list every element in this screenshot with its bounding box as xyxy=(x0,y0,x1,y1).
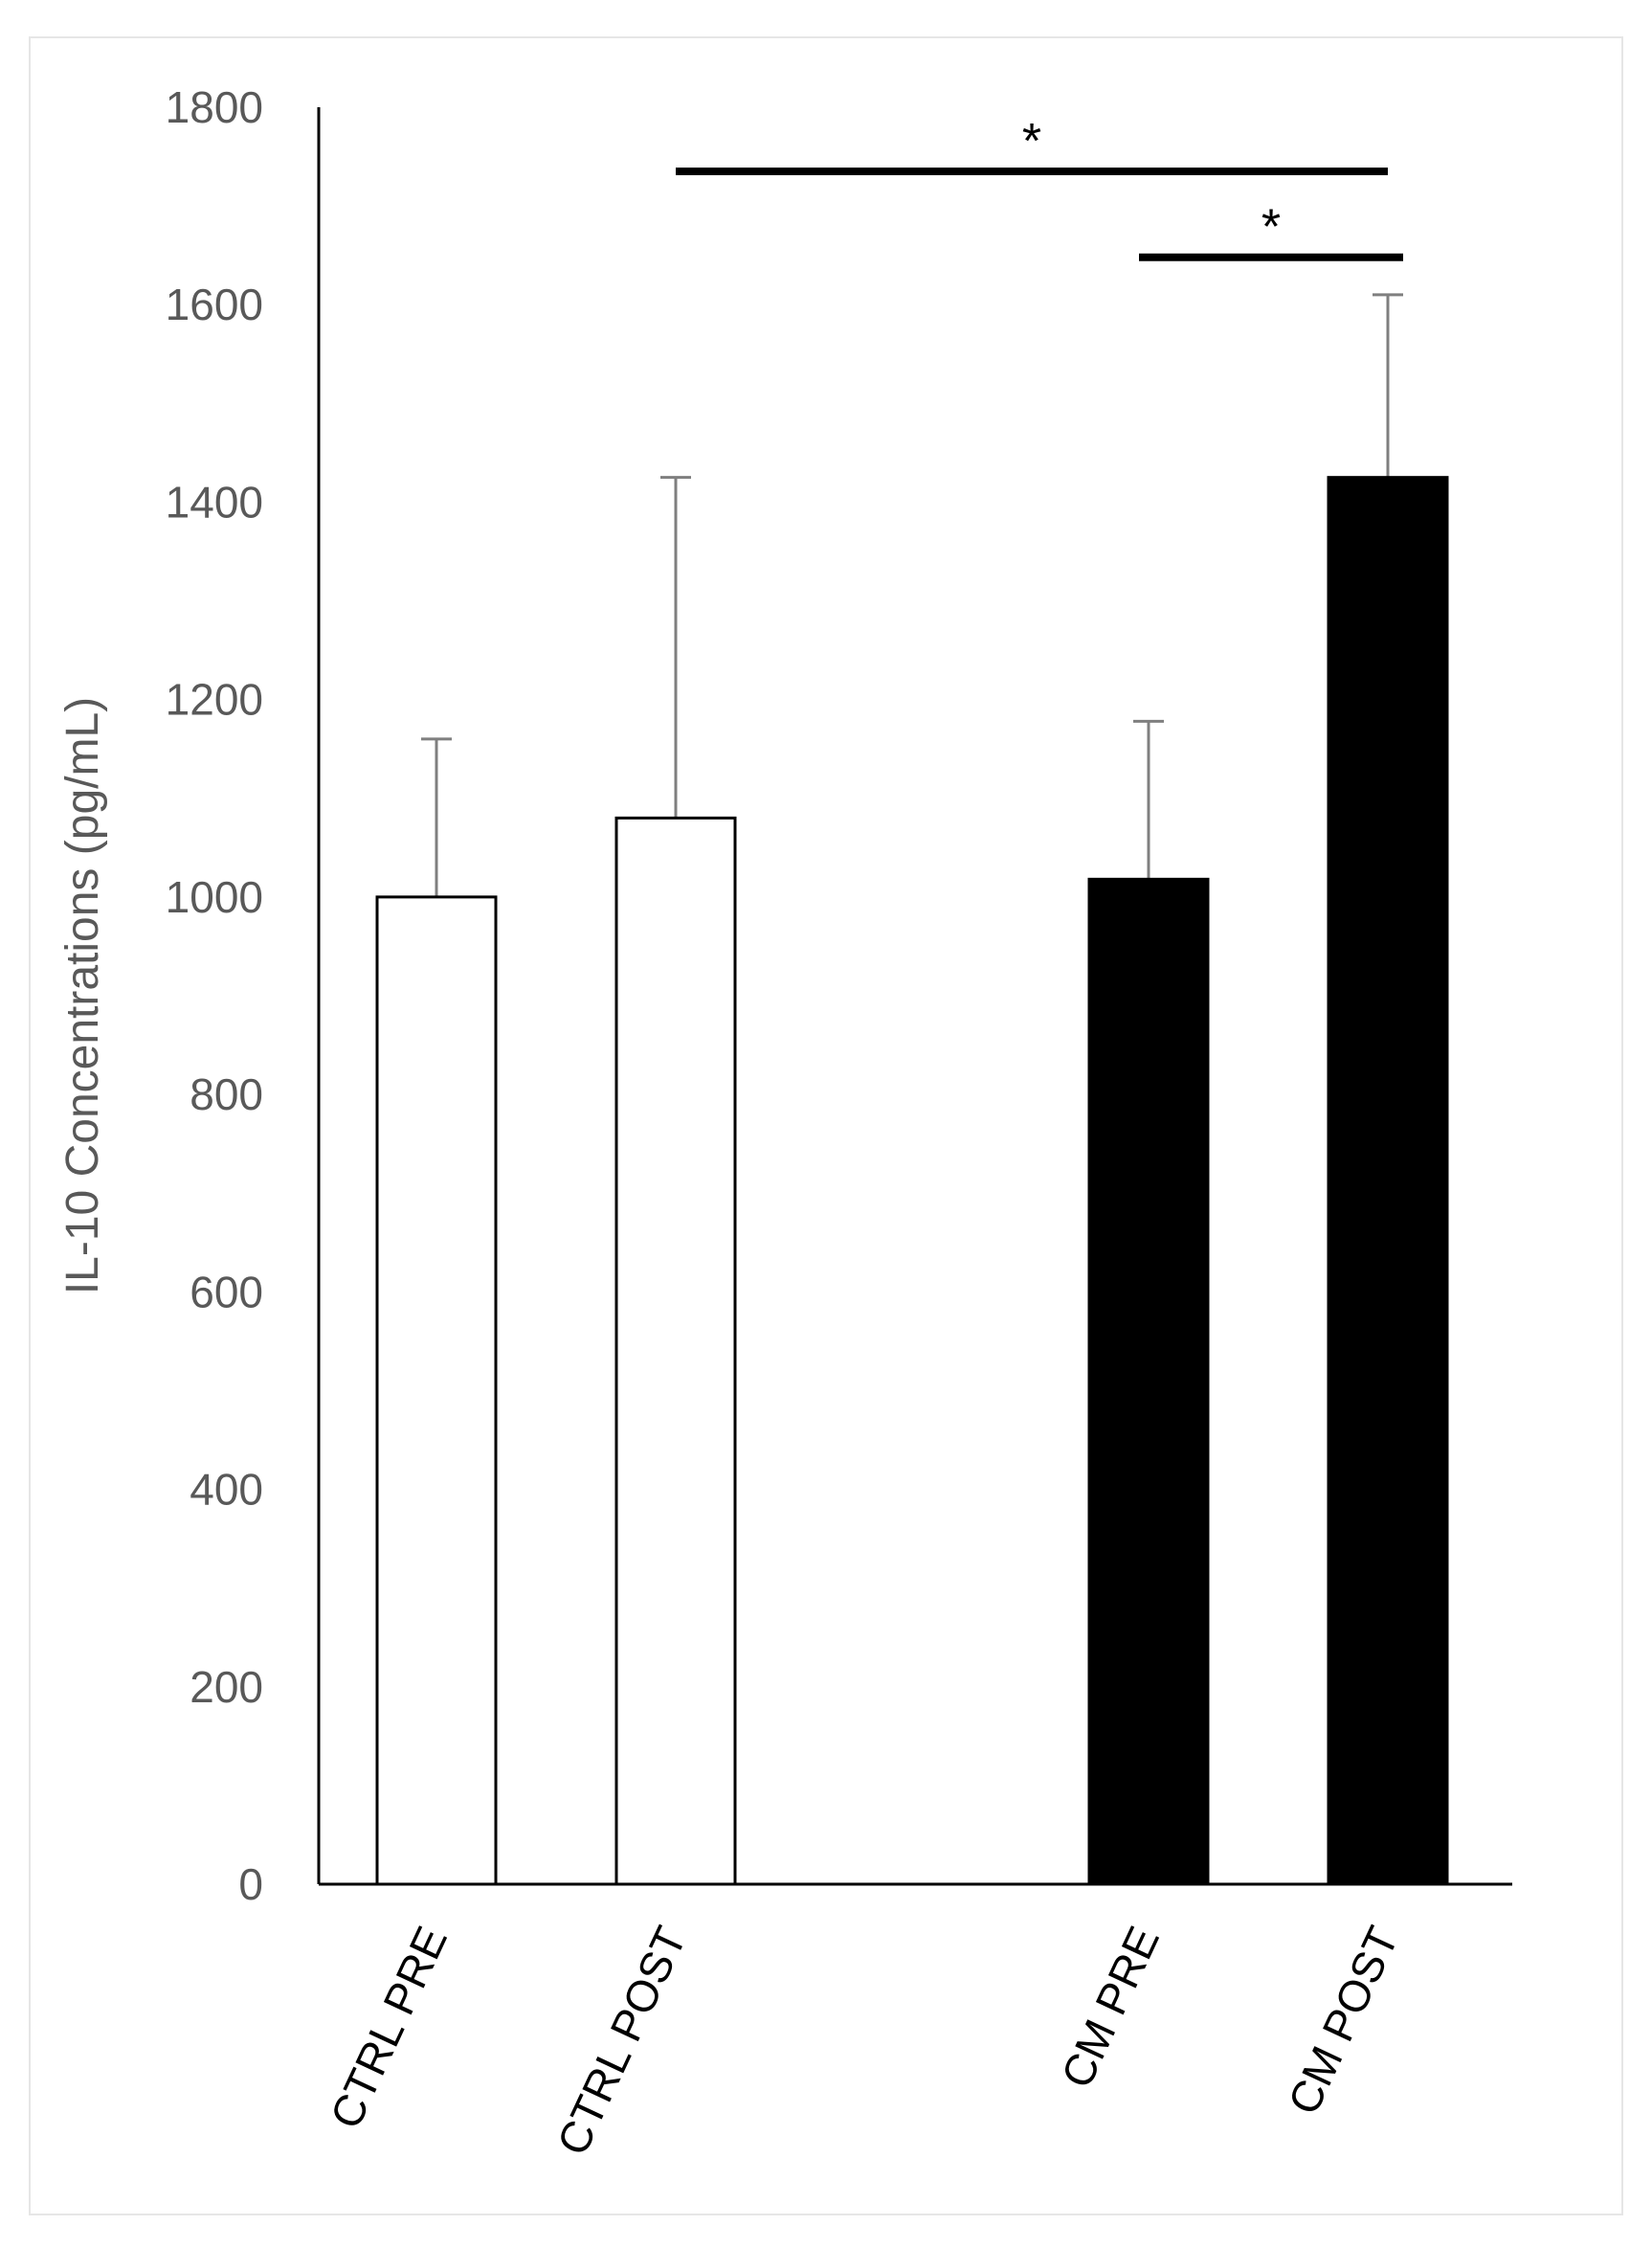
x-category-label: CTRL PRE xyxy=(321,1919,458,2136)
y-axis-title: IL-10 Concentrations (pg/mL) xyxy=(57,697,108,1294)
x-category-label: CM POST xyxy=(1278,1919,1408,2122)
y-tick-label: 1000 xyxy=(166,872,263,922)
y-tick-label: 0 xyxy=(238,1859,263,1909)
error-bars xyxy=(421,293,1403,897)
significance-asterisk: * xyxy=(1261,200,1281,256)
y-tick-label: 800 xyxy=(190,1069,263,1119)
x-category-label: CM PRE xyxy=(1051,1919,1169,2095)
y-tick-label: 1200 xyxy=(166,675,263,725)
significance-asterisk: * xyxy=(1022,114,1041,169)
y-tick-label: 1600 xyxy=(166,280,263,329)
bar xyxy=(1087,877,1210,1886)
significance-brackets: ** xyxy=(676,114,1403,261)
bar xyxy=(375,895,498,1886)
y-tick-label: 1400 xyxy=(166,477,263,527)
category-labels: CTRL PRE CTRL POST CM PRE CM POST xyxy=(321,1919,1409,2162)
x-category-label: CTRL POST xyxy=(547,1919,697,2162)
bar xyxy=(614,816,737,1886)
y-tick-label: 1800 xyxy=(166,82,263,132)
y-tick-label: 200 xyxy=(190,1662,263,1712)
bar xyxy=(1327,476,1449,1886)
bars xyxy=(375,476,1449,1886)
y-tick-labels: 0 200 400 600 800 1000 1200 1400 1600 1800 xyxy=(166,82,263,1909)
y-tick-label: 400 xyxy=(190,1465,263,1515)
y-tick-label: 600 xyxy=(190,1267,263,1316)
